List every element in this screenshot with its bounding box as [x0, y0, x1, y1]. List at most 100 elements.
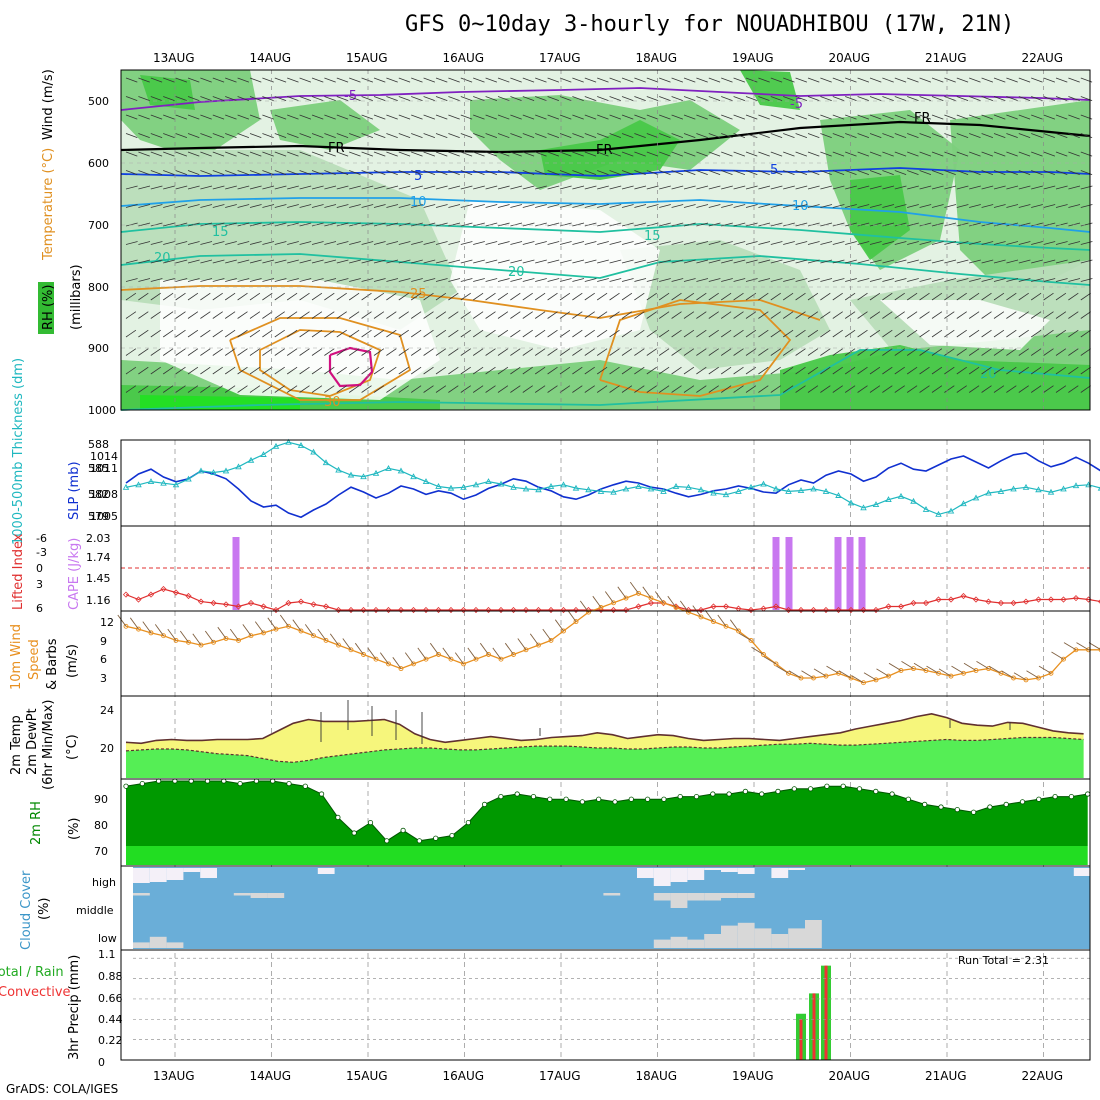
thickness-point — [785, 487, 792, 494]
thickness-point — [372, 469, 380, 476]
wind-barb — [547, 348, 558, 356]
wind-barb — [969, 96, 981, 101]
wind-barb — [882, 241, 895, 245]
wind-barb — [163, 222, 175, 227]
wind-barb — [249, 133, 262, 138]
wind-barb — [783, 96, 795, 101]
wind-barb — [1043, 348, 1054, 356]
thickness-point — [897, 492, 905, 499]
wind-barb — [1088, 642, 1100, 650]
slp-tick: 1014 — [90, 450, 118, 463]
wind-barb — [361, 77, 374, 83]
wind-barb — [1031, 77, 1043, 83]
wind-barb — [882, 114, 894, 120]
wind-speed-point — [448, 656, 454, 662]
wind-barb — [597, 151, 609, 157]
wind-barb — [287, 259, 299, 264]
wind-barb — [807, 292, 819, 301]
wind-barb — [869, 77, 882, 83]
wind-barb — [944, 151, 956, 157]
wind-barb — [671, 311, 682, 319]
lifted-index-point — [285, 599, 292, 607]
wind-barb — [237, 185, 250, 190]
lifted-index-point — [547, 606, 555, 614]
wind-barb — [721, 77, 733, 83]
wind-barb — [485, 204, 498, 208]
cloud-low-block — [704, 934, 721, 948]
wind-barb — [671, 348, 682, 356]
wind-barb — [237, 133, 250, 138]
thickness-point — [610, 488, 617, 495]
thickness-point — [1022, 483, 1030, 490]
wind-barb — [1055, 222, 1068, 227]
wind-barb — [832, 185, 845, 190]
wind-barb — [609, 241, 622, 245]
wind-barb — [671, 96, 684, 101]
thickness-point — [510, 483, 517, 490]
wind-barb — [956, 348, 967, 356]
wind-barb — [559, 348, 571, 356]
wind-barb — [981, 77, 994, 83]
wind-barb — [485, 151, 498, 157]
wind-barb — [361, 222, 374, 227]
wind-barb — [1063, 642, 1077, 651]
top-date-label: 13AUG — [153, 51, 195, 65]
wind-barb — [584, 185, 597, 190]
wind-barb — [907, 133, 919, 138]
wind-barb — [659, 77, 671, 83]
wind-barb — [721, 241, 733, 245]
wind-barb — [708, 329, 719, 338]
wind-barb — [125, 329, 137, 338]
wind-barb — [497, 114, 510, 120]
wind-speed-point — [161, 633, 166, 639]
wind-barb — [200, 241, 213, 245]
wind-barb — [646, 278, 659, 282]
wind-barb — [324, 77, 336, 83]
wind-barb — [981, 385, 992, 393]
wind-barb — [882, 222, 895, 227]
wind-barb — [175, 185, 188, 190]
wind-barb — [1055, 292, 1067, 301]
wind-barb — [745, 241, 758, 245]
wind-barb — [745, 204, 758, 208]
wind-barb — [572, 114, 584, 120]
wind-barb — [286, 348, 298, 356]
lifted-index-point — [247, 599, 255, 607]
wind-barb — [274, 96, 287, 101]
rh-tick: 90 — [94, 793, 108, 806]
wind-barb — [857, 329, 868, 338]
wind-barb — [770, 77, 783, 83]
precip-tick: 0.66 — [98, 992, 123, 1005]
wind-barb — [237, 241, 250, 245]
wind-barb — [163, 77, 175, 83]
li-tick: 0 — [36, 562, 43, 575]
wind-barb — [1031, 241, 1043, 245]
wind-barb — [708, 77, 721, 83]
cloud-middle-block — [687, 893, 705, 901]
wind-barb — [1055, 366, 1067, 375]
wind-speed-point — [1048, 670, 1054, 676]
wind-barb — [758, 96, 770, 101]
wind-barb — [175, 241, 188, 245]
wind-barb — [832, 114, 845, 120]
wind-barb — [398, 259, 411, 264]
lifted-index-point — [797, 606, 805, 614]
run-total-label: Run Total = 2.31 — [958, 954, 1049, 967]
contour-label: 20 — [980, 367, 997, 382]
wind-barb — [125, 151, 138, 157]
wind-barb — [621, 114, 634, 120]
wind-barb — [262, 241, 275, 245]
temp-label-2: 2m DewPt — [25, 708, 40, 775]
cloud-low-block — [805, 920, 822, 948]
wind-barb — [894, 77, 907, 83]
wind-barb — [138, 385, 149, 393]
wind-barb — [485, 114, 498, 120]
cape-tick: 2.03 — [86, 532, 111, 545]
temp-tick: 20 — [100, 742, 114, 755]
wind-barb — [609, 259, 622, 264]
wind-barb — [708, 366, 719, 375]
wind-barb — [497, 133, 510, 138]
wind-barb — [373, 96, 386, 101]
wind-speed-point — [186, 639, 191, 645]
wind-speed-point — [873, 677, 879, 683]
